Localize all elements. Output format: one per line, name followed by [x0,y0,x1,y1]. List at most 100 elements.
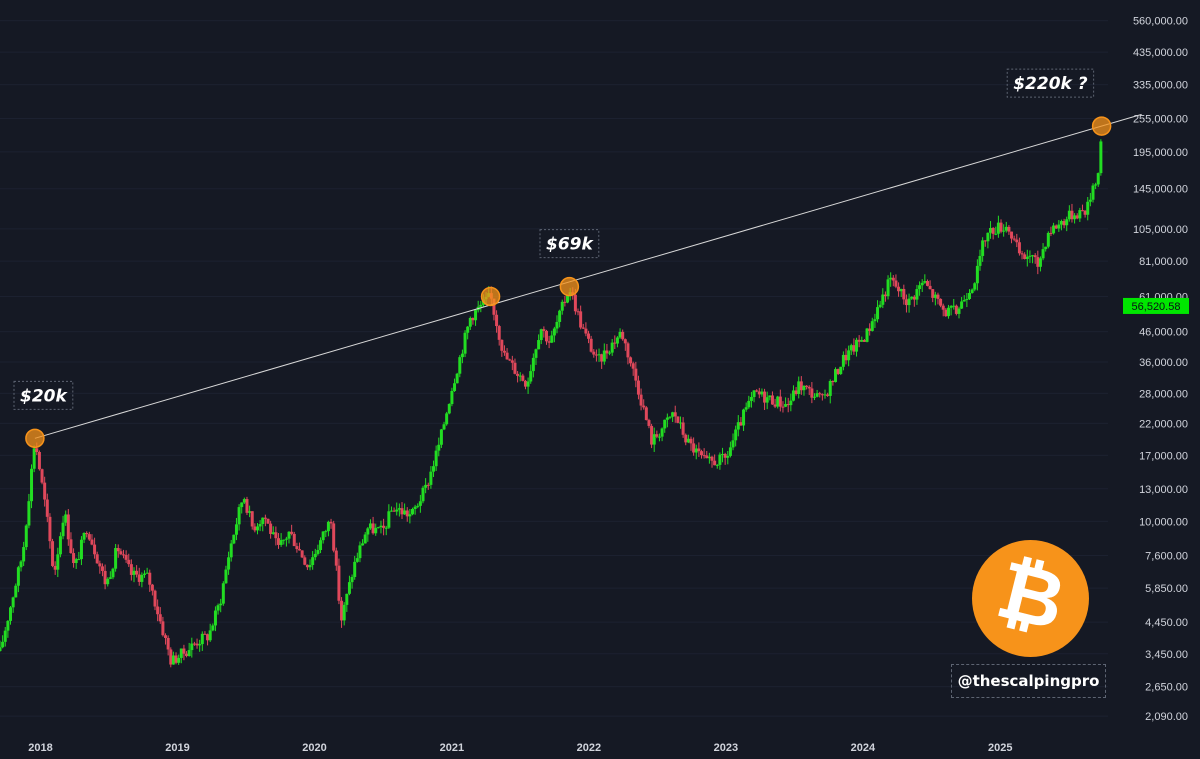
candle-body [1033,255,1037,258]
candle-body [108,577,112,579]
candle-body [673,412,677,417]
candle-body [479,304,483,307]
candle-body [844,354,848,361]
candle-body [784,404,788,407]
candle-body [915,289,919,300]
candle-body [692,443,696,453]
candle-body [284,538,288,540]
candle-body [300,550,304,558]
candle-body [878,304,882,308]
candle-body [939,298,943,306]
touch-point-marker [1091,116,1112,136]
candle-body [371,523,375,534]
price-annotation[interactable]: $220k ? [1006,68,1095,98]
candle-body [581,327,585,329]
candle-body [539,329,543,341]
candle-body [505,352,509,360]
candle-body [321,531,325,541]
candle-body [234,524,238,535]
price-annotation[interactable]: $20k [13,380,74,410]
candle-body [731,440,735,448]
trendline-layer [34,113,1142,439]
candle-body [305,564,309,568]
candle-body [989,227,993,233]
candle-body [224,569,228,584]
candle-body [1062,221,1066,226]
candle-body [326,521,330,532]
candle-body [642,405,646,408]
candle-body [471,317,475,321]
candle-body [576,311,580,313]
candle-body [820,394,824,396]
candle-body [387,511,391,528]
candle-body [153,590,157,607]
candle-body [1059,221,1063,225]
annotation-box [13,380,74,410]
candle-body [492,298,496,315]
candle-body [56,554,60,570]
candle-body [14,585,18,598]
candle-body [592,351,596,355]
candle-body [550,335,554,343]
candle-body [319,540,323,551]
candle-body [736,422,740,430]
candle-body [975,265,979,284]
candle-body [773,404,777,407]
candle-body [198,644,202,646]
candle-body [786,404,790,406]
candle-body [668,416,672,418]
candle-body [177,657,181,663]
candle-body [35,448,39,453]
candle-body [839,366,843,375]
candle-body [752,390,756,397]
candle-body [468,317,472,327]
candle-body [918,285,922,290]
candle-body [644,407,648,421]
candle-body [876,307,880,320]
candle-body [537,340,541,350]
candle-body [313,553,317,558]
candle-body [248,511,252,513]
candle-body [292,533,296,547]
candle-body [710,456,714,461]
candle-body [30,468,34,502]
candle-body [996,222,1000,234]
candle-body [295,546,299,550]
candle-body [857,339,861,342]
candle-body [450,390,454,405]
candle-body [87,534,91,540]
candle-body [1036,257,1040,267]
candle-body [618,331,622,338]
candle-body [200,633,204,645]
candle-body [1002,230,1006,232]
trendline[interactable] [34,113,1142,439]
candle-body [32,448,36,469]
candle-body [970,289,974,293]
candle-body [941,305,945,310]
y-axis[interactable]: 560,000.00 435,000.00 335,000.00 255,000.00… [1133,16,1188,723]
candle-body [1025,256,1029,259]
candle-body [531,357,535,372]
candle-body [416,505,420,507]
candle-body [237,507,241,525]
candle-body [66,514,70,540]
price-annotation[interactable]: $69k [539,229,600,259]
candle-body [805,385,809,387]
candle-body [1096,173,1100,185]
y-tick-label: 435,000.00 [1133,47,1188,59]
candle-body [626,343,630,358]
candle-body [332,523,336,551]
candle-body [250,511,254,527]
x-tick-label: 2021 [440,742,464,754]
candle-body [458,357,462,374]
candle-body [718,454,722,465]
candle-body [847,350,851,361]
candle-body [508,359,512,361]
candle-body [1080,210,1084,212]
y-tick-label: 4,450.00 [1145,617,1188,629]
candle-body [366,528,370,535]
candle-body [881,294,885,305]
x-axis[interactable]: 2018 2019 2020 2021 2022 2023 2024 2025 [28,742,1012,754]
candle-body [37,452,41,470]
candle-body [707,456,711,459]
